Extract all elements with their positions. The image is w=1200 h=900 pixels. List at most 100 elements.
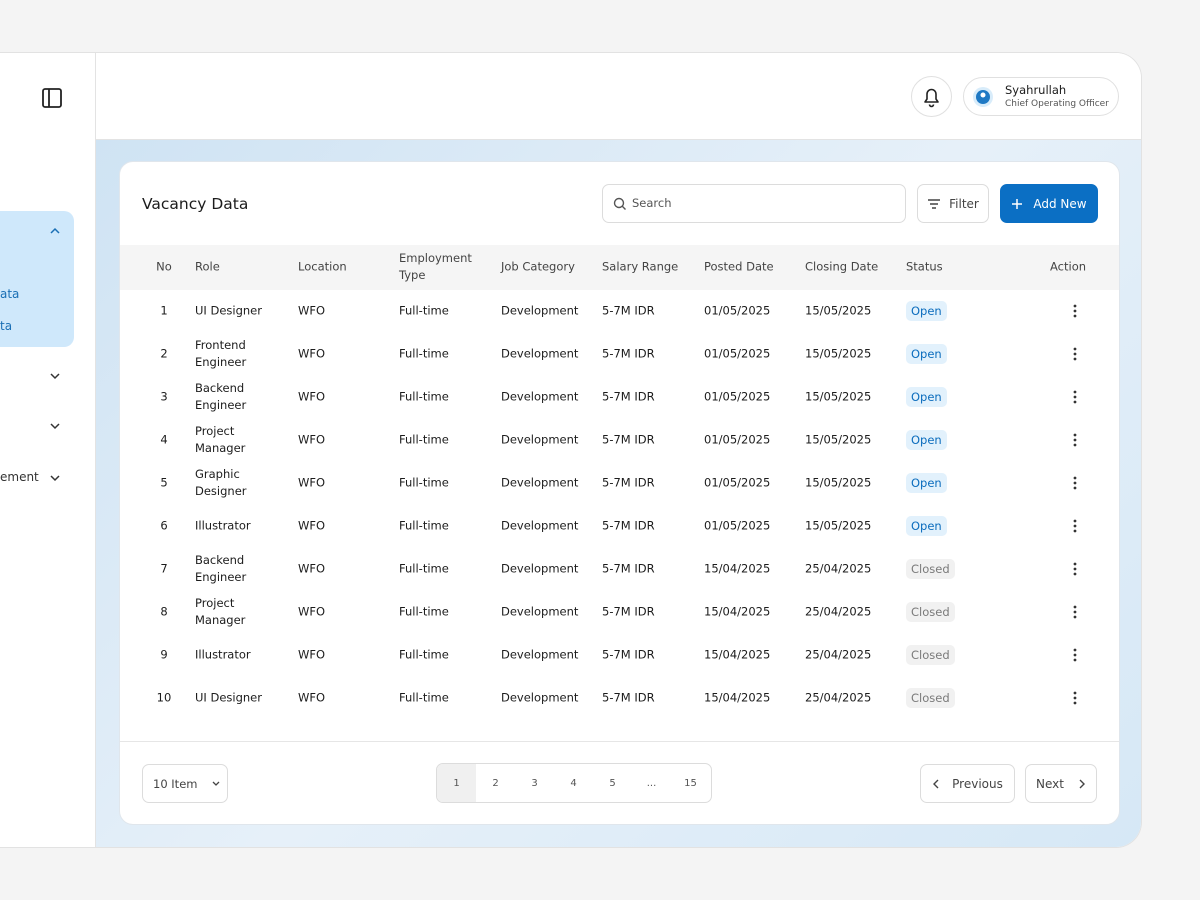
add-new-button[interactable]: Add New: [1000, 184, 1098, 223]
page-button[interactable]: 5: [593, 764, 632, 802]
filter-label: Filter: [949, 197, 979, 211]
top-bar: Syahrullah Chief Operating Officer: [96, 53, 1142, 140]
sidebar: ata ta ement: [0, 53, 96, 848]
table-cell: Full-time: [399, 518, 479, 535]
table-cell: Development: [501, 604, 601, 621]
chevron-down[interactable]: [49, 472, 61, 484]
filter-icon: [927, 198, 941, 210]
next-button[interactable]: Next: [1025, 764, 1097, 803]
table-cell: Development: [501, 389, 601, 406]
table-cell: WFO: [298, 389, 388, 406]
table-cell: WFO: [298, 346, 388, 363]
row-action-menu[interactable]: [1067, 604, 1083, 620]
kebab-icon: [1067, 604, 1083, 620]
table-cell: Backend Engineer: [195, 552, 273, 586]
row-action-menu[interactable]: [1067, 432, 1083, 448]
row-number: 9: [149, 647, 179, 664]
kebab-icon: [1067, 346, 1083, 362]
row-action-menu[interactable]: [1067, 346, 1083, 362]
table-cell: WFO: [298, 432, 388, 449]
chevron-down[interactable]: [49, 370, 61, 382]
column-header: Role: [195, 259, 285, 276]
table-cell: Full-time: [399, 647, 479, 664]
table-cell: 01/05/2025: [704, 346, 804, 363]
row-action-menu[interactable]: [1067, 647, 1083, 663]
table-cell: Development: [501, 475, 601, 492]
row-number: 7: [149, 561, 179, 578]
table-cell: 15/04/2025: [704, 647, 804, 664]
table-cell: Frontend Engineer: [195, 337, 273, 371]
table-cell: 5-7M IDR: [602, 690, 702, 707]
status-badge: Closed: [906, 602, 955, 622]
page-button[interactable]: 1: [437, 764, 476, 802]
filter-button[interactable]: Filter: [917, 184, 989, 223]
row-number: 1: [149, 303, 179, 320]
table-divider: [120, 741, 1120, 742]
table-cell: Full-time: [399, 475, 479, 492]
search-input[interactable]: Search: [602, 184, 906, 223]
card-title: Vacancy Data: [142, 195, 248, 213]
table-cell: 5-7M IDR: [602, 432, 702, 449]
table-cell: 01/05/2025: [704, 475, 804, 492]
page-button[interactable]: 2: [476, 764, 515, 802]
user-chip[interactable]: Syahrullah Chief Operating Officer: [963, 77, 1119, 116]
table-cell: 25/04/2025: [805, 690, 905, 707]
table-cell: 5-7M IDR: [602, 346, 702, 363]
table-cell: Development: [501, 346, 601, 363]
vacancy-card: Vacancy Data Search Filter Add New 10 It…: [119, 161, 1120, 825]
table-cell: Development: [501, 647, 601, 664]
sidebar-toggle-icon[interactable]: [40, 86, 64, 110]
row-number: 6: [149, 518, 179, 535]
page-size-select[interactable]: 10 Item: [142, 764, 228, 803]
kebab-icon: [1067, 303, 1083, 319]
table-cell: 15/04/2025: [704, 561, 804, 578]
menu-item[interactable]: ta: [0, 319, 12, 333]
kebab-icon: [1067, 561, 1083, 577]
page-button[interactable]: 15: [671, 764, 710, 802]
table-cell: UI Designer: [195, 303, 273, 320]
chevron-down[interactable]: [49, 420, 61, 432]
table-cell: 5-7M IDR: [602, 389, 702, 406]
table-cell: WFO: [298, 690, 388, 707]
table-cell: Graphic Designer: [195, 466, 273, 500]
status-badge: Closed: [906, 645, 955, 665]
bell-icon: [912, 77, 951, 116]
notification-button[interactable]: [911, 76, 952, 117]
kebab-icon: [1067, 518, 1083, 534]
table-cell: 01/05/2025: [704, 389, 804, 406]
table-cell: Backend Engineer: [195, 380, 273, 414]
row-action-menu[interactable]: [1067, 518, 1083, 534]
previous-button[interactable]: Previous: [920, 764, 1015, 803]
page-button[interactable]: 3: [515, 764, 554, 802]
status-badge: Open: [906, 516, 947, 536]
row-action-menu[interactable]: [1067, 389, 1083, 405]
page-button[interactable]: 4: [554, 764, 593, 802]
row-action-menu[interactable]: [1067, 475, 1083, 491]
chevron-up[interactable]: [49, 225, 61, 237]
kebab-icon: [1067, 389, 1083, 405]
row-number: 5: [149, 475, 179, 492]
page-button[interactable]: ...: [632, 764, 671, 802]
table-cell: Full-time: [399, 432, 479, 449]
menu-item[interactable]: ement: [0, 470, 39, 484]
menu-item[interactable]: ata: [0, 287, 19, 301]
table-cell: UI Designer: [195, 690, 273, 707]
row-action-menu[interactable]: [1067, 561, 1083, 577]
row-action-menu[interactable]: [1067, 690, 1083, 706]
status-badge: Closed: [906, 559, 955, 579]
table-cell: 15/04/2025: [704, 604, 804, 621]
column-header: Action: [1050, 259, 1110, 276]
pagination: 12345...15: [436, 763, 712, 803]
search-placeholder: Search: [632, 196, 672, 210]
status-badge: Open: [906, 301, 947, 321]
table-cell: WFO: [298, 604, 388, 621]
chevron-down: [211, 780, 221, 788]
column-header: Salary Range: [602, 259, 702, 276]
chevron-left: [932, 779, 940, 789]
table-cell: 15/04/2025: [704, 690, 804, 707]
table-cell: 5-7M IDR: [602, 303, 702, 320]
row-action-menu[interactable]: [1067, 303, 1083, 319]
page-size-label: 10 Item: [153, 777, 197, 791]
table-cell: Development: [501, 561, 601, 578]
